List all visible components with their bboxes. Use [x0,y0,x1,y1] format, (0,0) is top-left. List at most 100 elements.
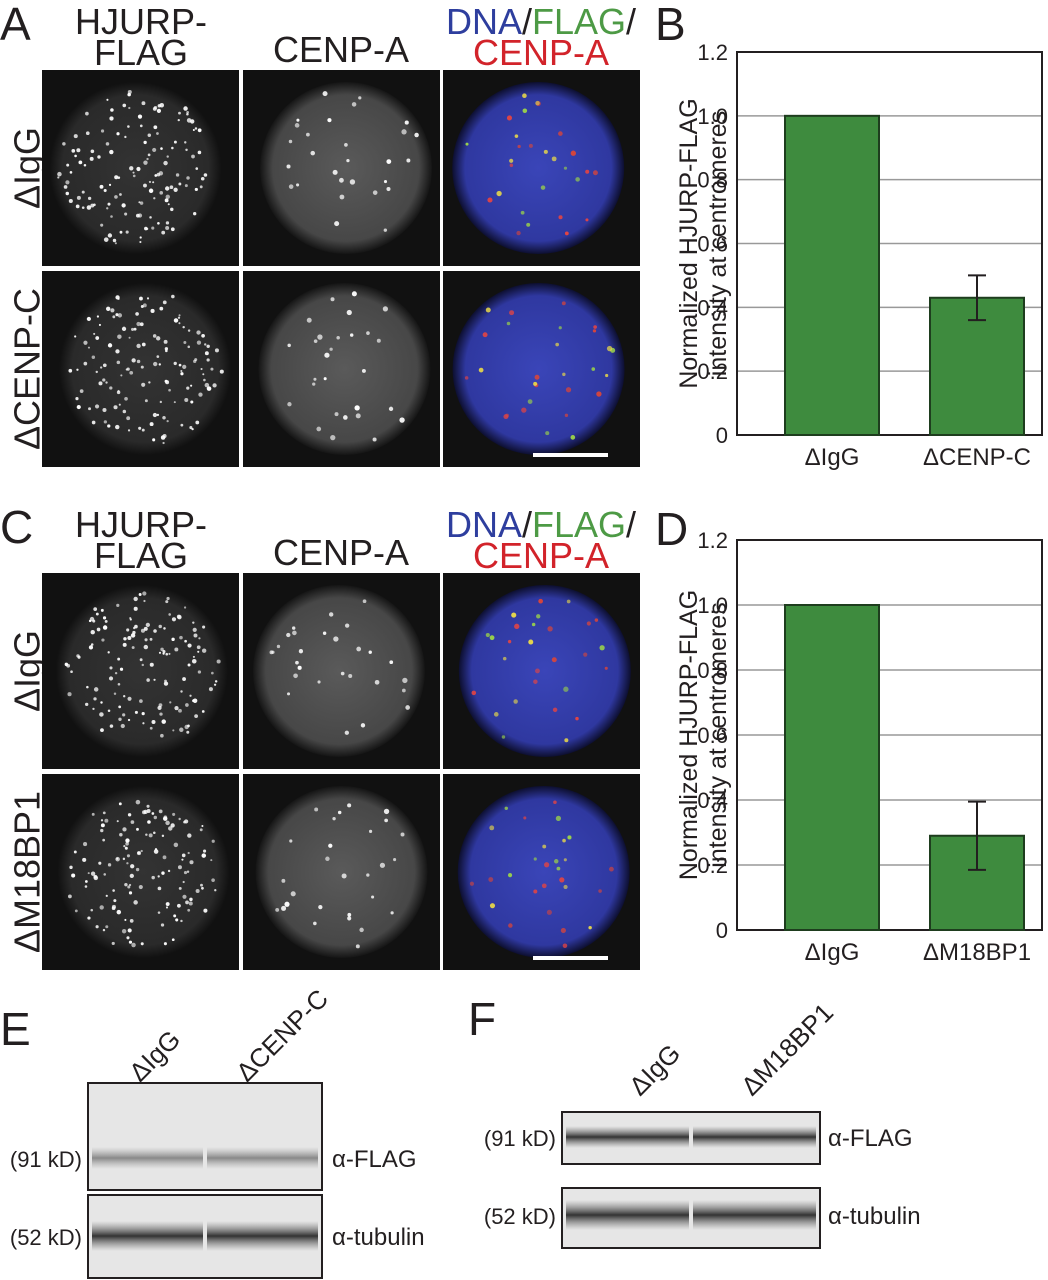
column-header: CENP-A [473,32,609,73]
spot [400,832,405,837]
y-tick-label: 0.8 [697,168,728,193]
panel-letter: A [0,0,31,50]
spot [178,708,182,713]
spot [98,861,102,865]
spot [333,636,339,642]
spot [199,185,203,189]
spot [128,891,133,895]
spot [136,321,141,327]
spot [127,125,130,128]
spot [73,134,78,139]
spot [383,228,388,232]
spot [68,198,73,204]
spot [158,651,162,654]
spot [182,880,185,884]
spot [556,866,561,871]
spot [104,818,109,823]
spot [187,663,191,667]
spot [71,149,76,153]
spot [208,687,213,692]
spot [293,673,298,679]
spot [114,242,117,245]
spot [201,710,205,713]
column-header: HJURP- [75,1,207,42]
spot [93,203,96,207]
spot [178,886,182,890]
column-header: CENP-A [273,532,409,573]
y-tick-label: 1.2 [697,528,728,553]
spot [87,916,91,920]
spot [111,906,116,911]
spot [103,873,106,876]
spot [146,678,150,682]
spot [598,889,602,893]
spot [157,911,161,914]
spot [104,619,108,623]
spot [203,173,208,177]
micrograph [42,271,239,467]
spot [99,905,104,910]
spot [148,381,151,384]
spot [147,153,151,157]
spot [64,662,69,667]
spot [349,179,356,185]
spot [131,942,136,948]
spot [383,808,390,815]
spot [182,894,187,899]
blot-band [92,1221,203,1251]
spot [152,334,157,338]
spot [86,316,91,322]
spot [393,858,397,862]
spot [116,360,121,365]
spot [324,352,330,358]
spot [125,368,128,371]
spot [528,143,533,148]
spot [165,194,170,199]
spot [173,140,177,144]
spot [344,730,350,735]
spot [149,422,154,427]
spot [153,125,158,130]
spot [496,190,502,197]
x-tick-label: ΔIgG [805,444,860,471]
spot [520,210,525,215]
spot [186,118,192,123]
spot [88,645,94,650]
spot [562,838,566,843]
spot [535,100,540,106]
bar [784,114,880,436]
spot [130,633,136,638]
spot [68,368,73,373]
spot [195,420,200,425]
spot [287,343,291,348]
spot [371,895,375,899]
spot [76,368,79,371]
spot [136,359,141,364]
spot [558,326,562,330]
spot [129,166,134,171]
spot [558,215,563,220]
spot [71,873,76,878]
spot [127,636,132,641]
spot [204,343,207,346]
spot [313,377,317,381]
spot [327,118,332,123]
spot [184,397,189,402]
spot [125,230,129,234]
spot [70,670,73,674]
spot [153,629,157,633]
spot [135,799,141,805]
spot [122,857,126,861]
spot [538,598,543,604]
spot [182,677,186,681]
spot [177,316,181,319]
spot [164,198,169,203]
spot [592,329,597,333]
spot [187,908,191,912]
spot [127,696,132,701]
spot [154,174,158,177]
row-label: ΔIgG [7,127,48,209]
blot-band [207,1147,318,1169]
spot [575,177,580,182]
spot [533,889,538,894]
